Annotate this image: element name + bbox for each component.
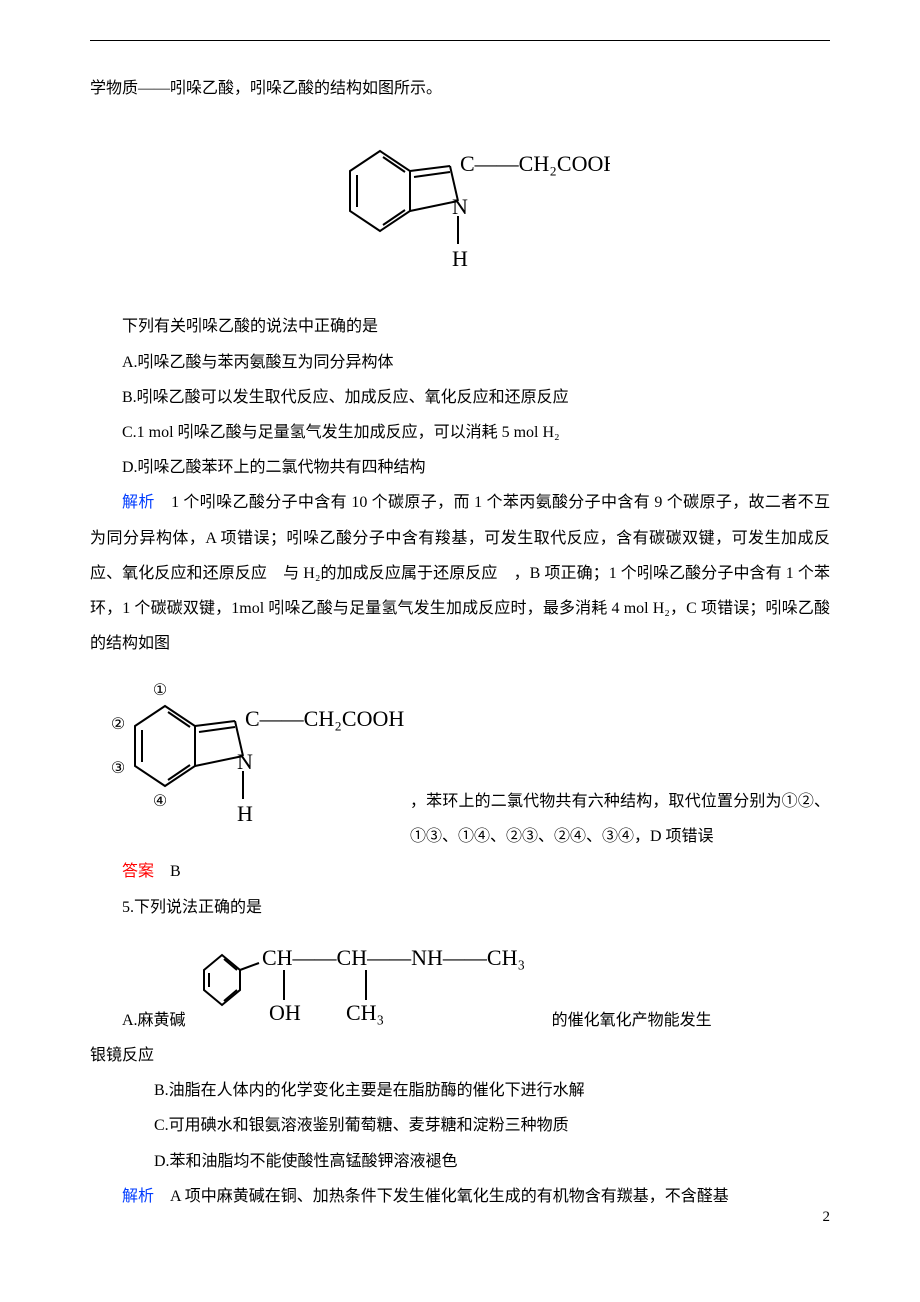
q5a-top: CH——CH——NH——CH₃ (262, 945, 525, 970)
analysis-block-1: 解析 1 个吲哚乙酸分子中含有 10 个碳原子，而 1 个苯丙氨酸分子中含有 9… (90, 485, 830, 661)
q5-option-c: C.可用碘水和银氨溶液鉴别葡萄糖、麦芽糖和淀粉三种物质 (90, 1108, 830, 1143)
page-number: 2 (823, 1201, 831, 1234)
fig2-n: N (237, 749, 253, 774)
q5-option-a-row: A.麻黄碱 CH——CH——NH——CH₃ OH CH₃ (90, 925, 830, 1038)
q5a-figure: CH——CH——NH——CH₃ OH CH₃ (194, 925, 544, 1038)
fig2-cooh: C——CH₂COOH (245, 706, 404, 731)
question-prompt: 下列有关吲哚乙酸的说法中正确的是 (90, 309, 830, 344)
page-container: 学物质——吲哚乙酸，吲哚乙酸的结构如图所示。 C——CH₂COOH (0, 0, 920, 1244)
q5a-line2: 银镜反应 (90, 1038, 830, 1073)
fig2-label-2: ② (111, 716, 125, 733)
fig1-h: H (452, 246, 468, 271)
option-d: D.吲哚乙酸苯环上的二氯代物共有四种结构 (90, 450, 830, 485)
analysis-text-1: 1 个吲哚乙酸分子中含有 10 个碳原子，而 1 个苯丙氨酸分子中含有 9 个碳… (90, 494, 830, 652)
fig2-label-3: ③ (111, 760, 125, 777)
q5a-oh: OH (269, 1000, 301, 1025)
option-c: C.1 mol 吲哚乙酸与足量氢气发生加成反应，可以消耗 5 mol H₂ (90, 415, 830, 450)
q5a-post: 的催化氧化产物能发生 (552, 1003, 712, 1038)
analysis-5-text: A 项中麻黄碱在铜、加热条件下发生催化氧化生成的有机物含有羰基，不含醛基 (154, 1188, 729, 1205)
analysis-5-label: 解析 (122, 1188, 154, 1205)
analysis-label: 解析 (122, 494, 155, 511)
fig2-label-4: ④ (153, 793, 167, 810)
analysis-text-2: ，苯环上的二氯代物共有六种结构，取代位置分别为①②、①③、①④、②③、②④、③④… (410, 784, 830, 854)
answer-value: B (154, 863, 181, 880)
fig1-n: N (452, 194, 468, 219)
analysis-5: 解析 A 项中麻黄碱在铜、加热条件下发生催化氧化生成的有机物含有羰基，不含醛基 (90, 1179, 830, 1214)
option-a: A.吲哚乙酸与苯丙氨酸互为同分异构体 (90, 345, 830, 380)
figure-2: ① ② ③ ④ C——CH₂COOH N H (90, 661, 410, 854)
q5-option-d: D.苯和油脂均不能使酸性高锰酸钾溶液褪色 (90, 1144, 830, 1179)
answer-line: 答案 B (90, 854, 830, 889)
q5-option-b: B.油脂在人体内的化学变化主要是在脂肪酶的催化下进行水解 (90, 1073, 830, 1108)
fig1-cooh: C——CH₂COOH (460, 151, 610, 176)
option-b: B.吲哚乙酸可以发生取代反应、加成反应、氧化反应和还原反应 (90, 380, 830, 415)
question-5: 5.下列说法正确的是 (90, 890, 830, 925)
q5a-ch3: CH₃ (346, 1000, 384, 1025)
answer-label: 答案 (122, 863, 154, 880)
figure-1: C——CH₂COOH N H (90, 116, 830, 299)
fig2-label-1: ① (153, 682, 167, 699)
q5a-pre: A.麻黄碱 (122, 1003, 186, 1038)
fig2-h: H (237, 801, 253, 826)
intro-line: 学物质——吲哚乙酸，吲哚乙酸的结构如图所示。 (90, 71, 830, 106)
top-rule (90, 40, 830, 41)
figure-2-row: ① ② ③ ④ C——CH₂COOH N H ，苯环上的二氯代物共有六种结构，取… (90, 661, 830, 854)
